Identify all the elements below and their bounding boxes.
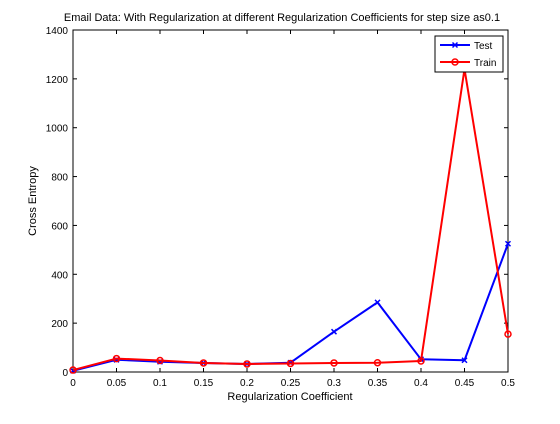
y-tick-label: 1400 [46,26,69,37]
x-tick-label: 0.35 [368,378,388,389]
x-tick-label: 0.05 [107,378,127,389]
y-tick-label: 0 [62,368,68,379]
x-tick-label: 0.4 [414,378,428,389]
legend-label: Train [474,58,496,69]
x-axis-label: Regularization Coefficient [227,391,352,403]
legend-label: Test [474,41,493,52]
y-tick-label: 800 [51,173,68,184]
y-tick-label: 200 [51,319,68,330]
y-tick-label: 1200 [46,75,69,86]
y-tick-label: 1000 [46,124,69,135]
y-tick-label: 600 [51,221,68,232]
chart-title: Email Data: With Regularization at diffe… [64,12,500,24]
x-tick-label: 0 [70,378,76,389]
x-tick-label: 0.3 [327,378,341,389]
x-tick-label: 0.45 [455,378,475,389]
x-tick-label: 0.1 [153,378,167,389]
plot-area [73,30,508,372]
x-tick-label: 0.15 [194,378,214,389]
x-tick-label: 0.25 [281,378,301,389]
legend: Test Train [435,36,503,72]
x-tick-label: 0.5 [501,378,515,389]
y-tick-label: 400 [51,270,68,281]
x-tick-label: 0.2 [240,378,254,389]
y-axis-label: Cross Entropy [27,166,39,236]
